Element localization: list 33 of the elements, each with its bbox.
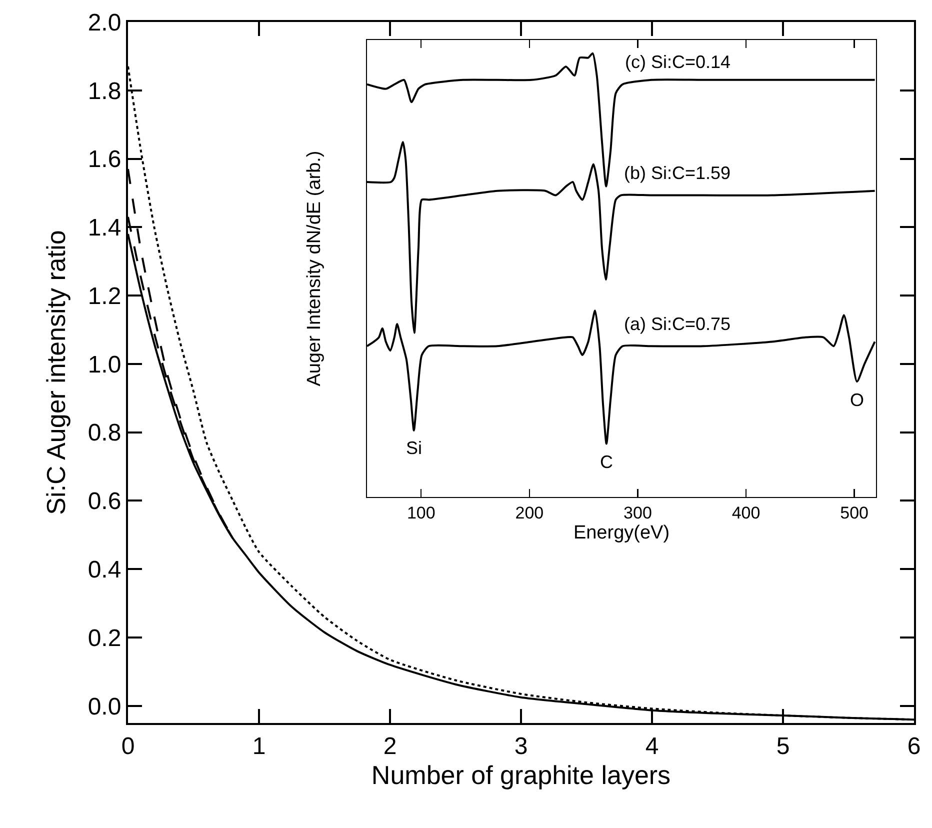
y-tick-label: 1.2 — [88, 282, 122, 310]
x-tick-label: 0 — [121, 732, 135, 760]
x-axis-title: Energy(eV) — [573, 522, 670, 544]
y-axis-title: Auger Intensity dN/dE (arb.) — [304, 150, 325, 386]
y-tick-label: 1.6 — [88, 146, 122, 174]
x-tick-label: 200 — [515, 504, 544, 523]
legend-label: (c) Si:C=0.14 — [625, 52, 731, 72]
series-label: (b) Si:C=1.59 — [624, 163, 731, 183]
x-tick-label: 3 — [514, 732, 528, 760]
x-tick-label: 4 — [645, 732, 659, 760]
y-tick-label: 0.0 — [88, 693, 122, 720]
annotation: O — [850, 390, 864, 410]
y-tick-label: 0.6 — [88, 488, 122, 516]
series-label: (a) Si:C=0.75 — [624, 314, 731, 334]
y-axis-title: Si:C Auger intensity ratio — [41, 230, 71, 515]
y-tick-label: 2.0 — [88, 9, 122, 36]
x-tick-label: 1 — [252, 732, 266, 760]
annotation: Si — [406, 438, 422, 458]
x-tick-label: 6 — [907, 732, 921, 760]
annotation: C — [600, 452, 613, 472]
y-tick-label: 0.2 — [88, 624, 122, 652]
y-tick-label: 0.4 — [88, 556, 122, 584]
x-tick-label: 100 — [406, 504, 436, 523]
x-tick-label: 5 — [776, 732, 790, 760]
x-tick-label: 300 — [624, 504, 652, 523]
y-tick-label: 1.8 — [88, 78, 122, 105]
y-tick-label: 1.0 — [88, 351, 122, 378]
x-tick-label: 2 — [383, 732, 397, 760]
y-tick-label: 0.8 — [88, 420, 122, 447]
y-tick-label: 1.4 — [88, 214, 122, 242]
x-axis-title: Number of graphite layers — [371, 760, 671, 790]
x-tick-label: 500 — [840, 504, 869, 523]
x-tick-label: 400 — [732, 504, 760, 523]
